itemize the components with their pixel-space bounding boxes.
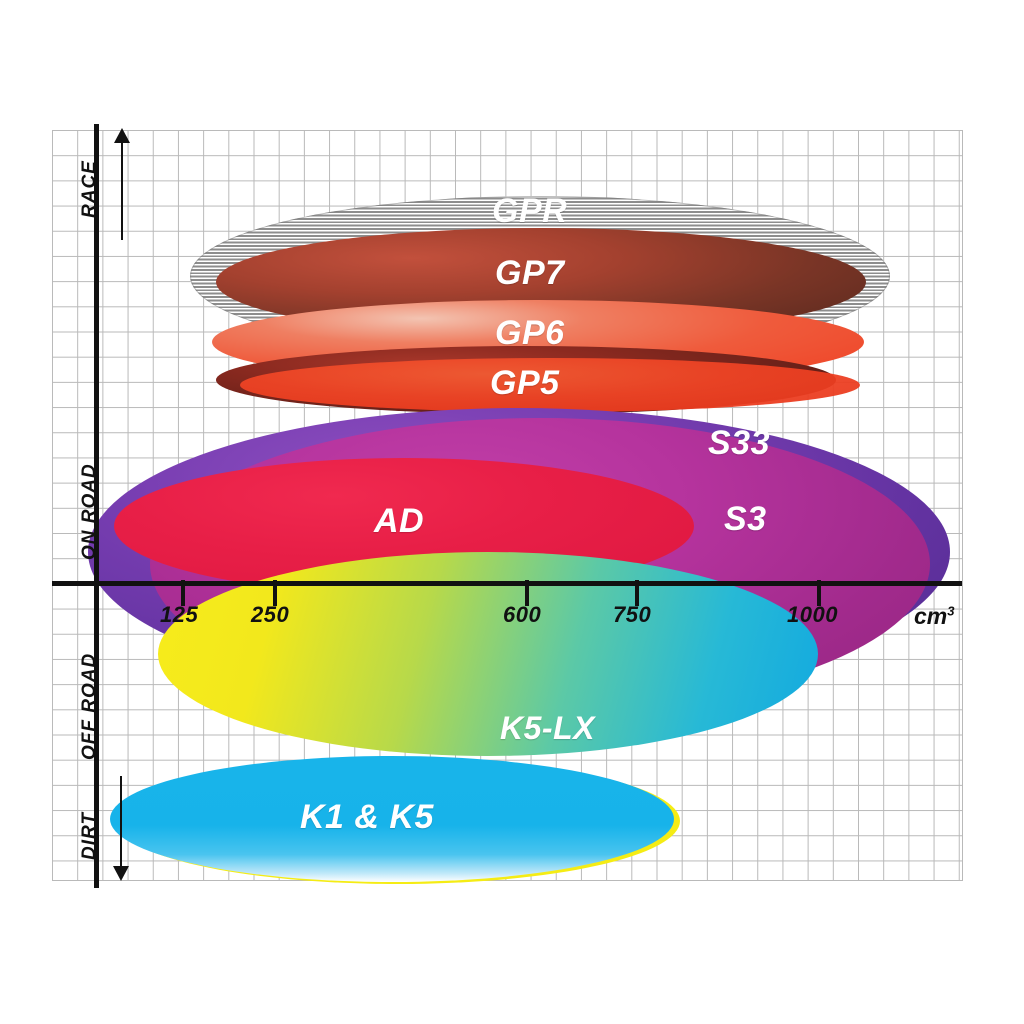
y-axis-line — [94, 124, 99, 888]
x-tick-label-750: 750 — [613, 602, 652, 627]
x-tick-label-250: 250 — [251, 602, 290, 627]
series-blob-k5lx[interactable] — [158, 552, 818, 756]
x-axis-unit-text: cm — [914, 603, 948, 629]
race-arrow-shaft — [121, 142, 123, 240]
series-label-gpr: GPR — [492, 192, 568, 230]
series-label-ad: AD — [374, 502, 425, 540]
y-band-label-on-road: ON ROAD — [79, 463, 100, 560]
series-label-s33: S33 — [708, 424, 770, 462]
series-label-gp7: GP7 — [495, 254, 565, 292]
series-label-gp6: GP6 — [495, 314, 565, 352]
race-arrow-icon — [114, 128, 130, 143]
dirt-arrow-icon — [113, 866, 129, 881]
x-tick-125 — [181, 580, 185, 606]
x-tick-250 — [273, 580, 277, 606]
x-tick-label-125: 125 — [160, 602, 199, 627]
x-tick-1000 — [817, 580, 821, 606]
dirt-arrow-shaft — [120, 776, 122, 868]
x-axis-line — [52, 581, 962, 586]
series-blob-gp5-highlight — [240, 358, 860, 412]
series-label-k5lx: K5-LX — [500, 710, 595, 746]
series-label-gp5: GP5 — [490, 364, 560, 402]
x-tick-label-1000: 1000 — [787, 602, 838, 627]
y-band-label-race: RACE — [79, 160, 100, 218]
series-label-k1k5: K1 & K5 — [300, 798, 434, 836]
y-band-label-off-road: OFF ROAD — [79, 652, 100, 760]
x-axis-unit-exponent: 3 — [947, 603, 955, 619]
x-axis-unit-label: cm3 — [914, 603, 954, 630]
series-blob-k1k5[interactable] — [110, 756, 674, 882]
series-label-s3: S3 — [724, 500, 767, 538]
y-band-label-dirt: DIRT — [79, 812, 100, 860]
x-tick-600 — [525, 580, 529, 606]
x-tick-label-600: 600 — [503, 602, 542, 627]
x-tick-750 — [635, 580, 639, 606]
